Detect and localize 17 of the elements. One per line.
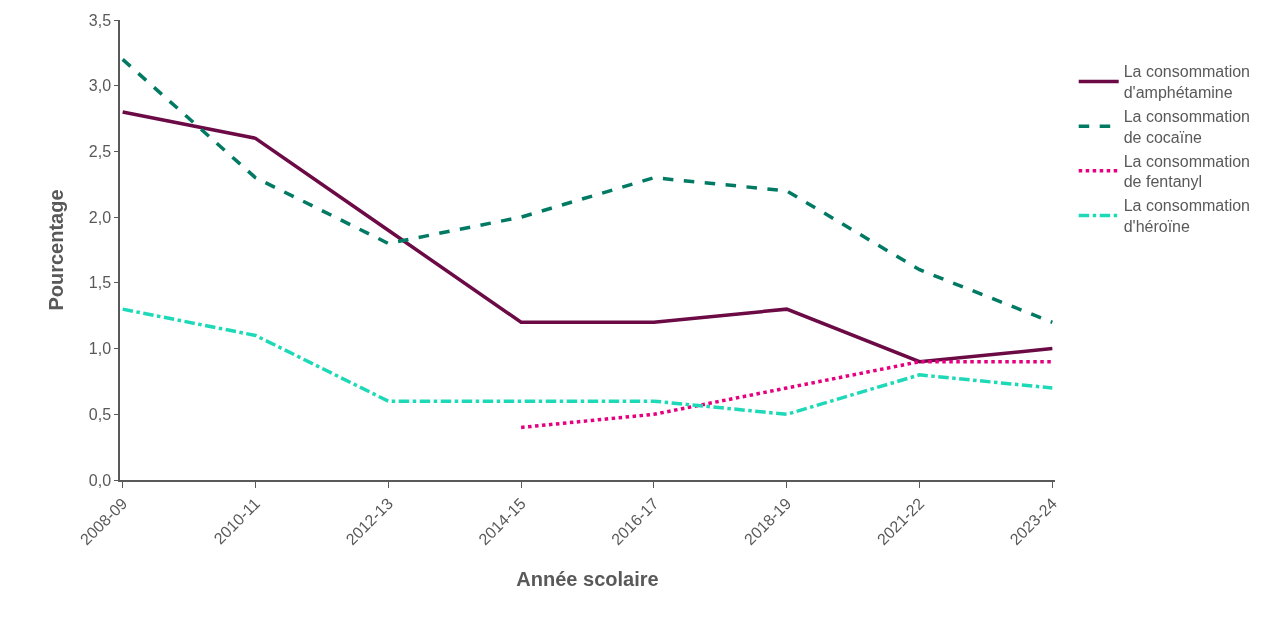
y-tick-label: 3,5 [88, 11, 112, 29]
line-series [120, 307, 1055, 417]
legend-label: La consommation de fentanyl [1123, 152, 1250, 191]
y-tick-label: 2,0 [88, 208, 112, 226]
y-tick-label: 2,5 [88, 143, 112, 161]
line-series [120, 110, 1055, 364]
y-tick-label: 3,0 [88, 77, 112, 95]
line-series [120, 57, 1055, 325]
legend-label: La consommation d'amphétamine [1123, 63, 1250, 102]
legend-label: La consommation d'héroïne [1123, 197, 1250, 236]
y-tick-label: 1,5 [88, 274, 112, 292]
y-tick-label: 1,0 [88, 340, 112, 358]
y-tick-label: 0,5 [88, 405, 112, 423]
y-tick-label: 0,0 [88, 471, 112, 489]
legend-label: La consommation de cocaïne [1123, 108, 1250, 146]
x-axis-title: Année scolaire [516, 568, 659, 591]
y-axis-title: Pourcentage [44, 189, 67, 311]
